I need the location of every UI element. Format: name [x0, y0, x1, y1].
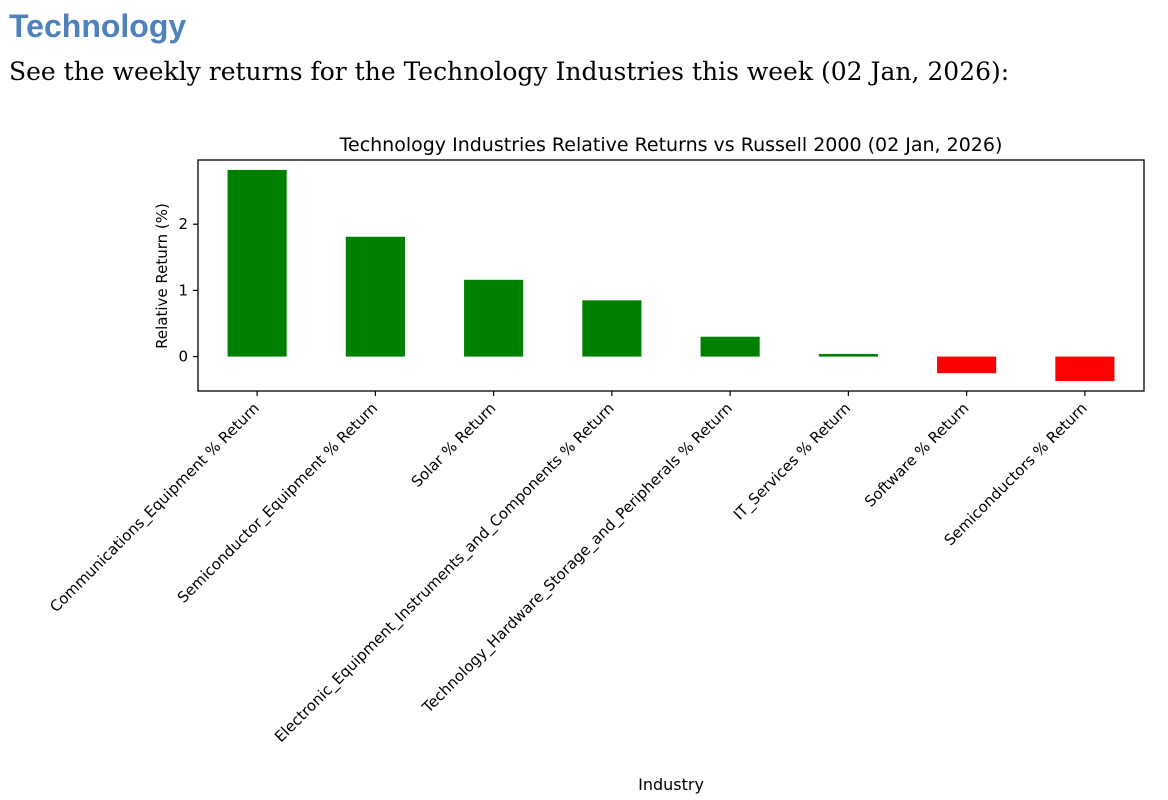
bar-4 [582, 300, 642, 357]
bar-1 [227, 169, 287, 357]
bar-3 [464, 279, 524, 357]
bar-5 [700, 336, 760, 357]
y-tick-label: 2 [178, 215, 188, 233]
x-tick-label: Semiconductors % Return [941, 399, 1091, 549]
bar-6 [818, 353, 878, 357]
plot-frame [197, 159, 1145, 392]
bar-7 [937, 356, 997, 374]
y-tick-label: 0 [178, 348, 188, 366]
section-intro: See the weekly returns for the Technolog… [9, 57, 1010, 86]
x-tick-label: IT_Services % Return [730, 399, 855, 524]
bars-layer [227, 169, 1115, 382]
y-tick-label: 1 [178, 281, 188, 299]
section-heading: Technology [9, 8, 187, 44]
x-tick-label: Communications_Equipment % Return [46, 399, 263, 616]
x-tick-label: Solar % Return [408, 399, 500, 491]
bar-2 [345, 236, 405, 357]
x-axis-label: Industry [638, 775, 704, 794]
x-tick-label: Software % Return [861, 399, 973, 511]
y-axis-label: Relative Return (%) [153, 203, 171, 349]
chart-title: Technology Industries Relative Returns v… [339, 134, 1003, 156]
bar-8 [1055, 356, 1115, 382]
x-tick-label: Semiconductor_Equipment % Return [174, 399, 382, 607]
